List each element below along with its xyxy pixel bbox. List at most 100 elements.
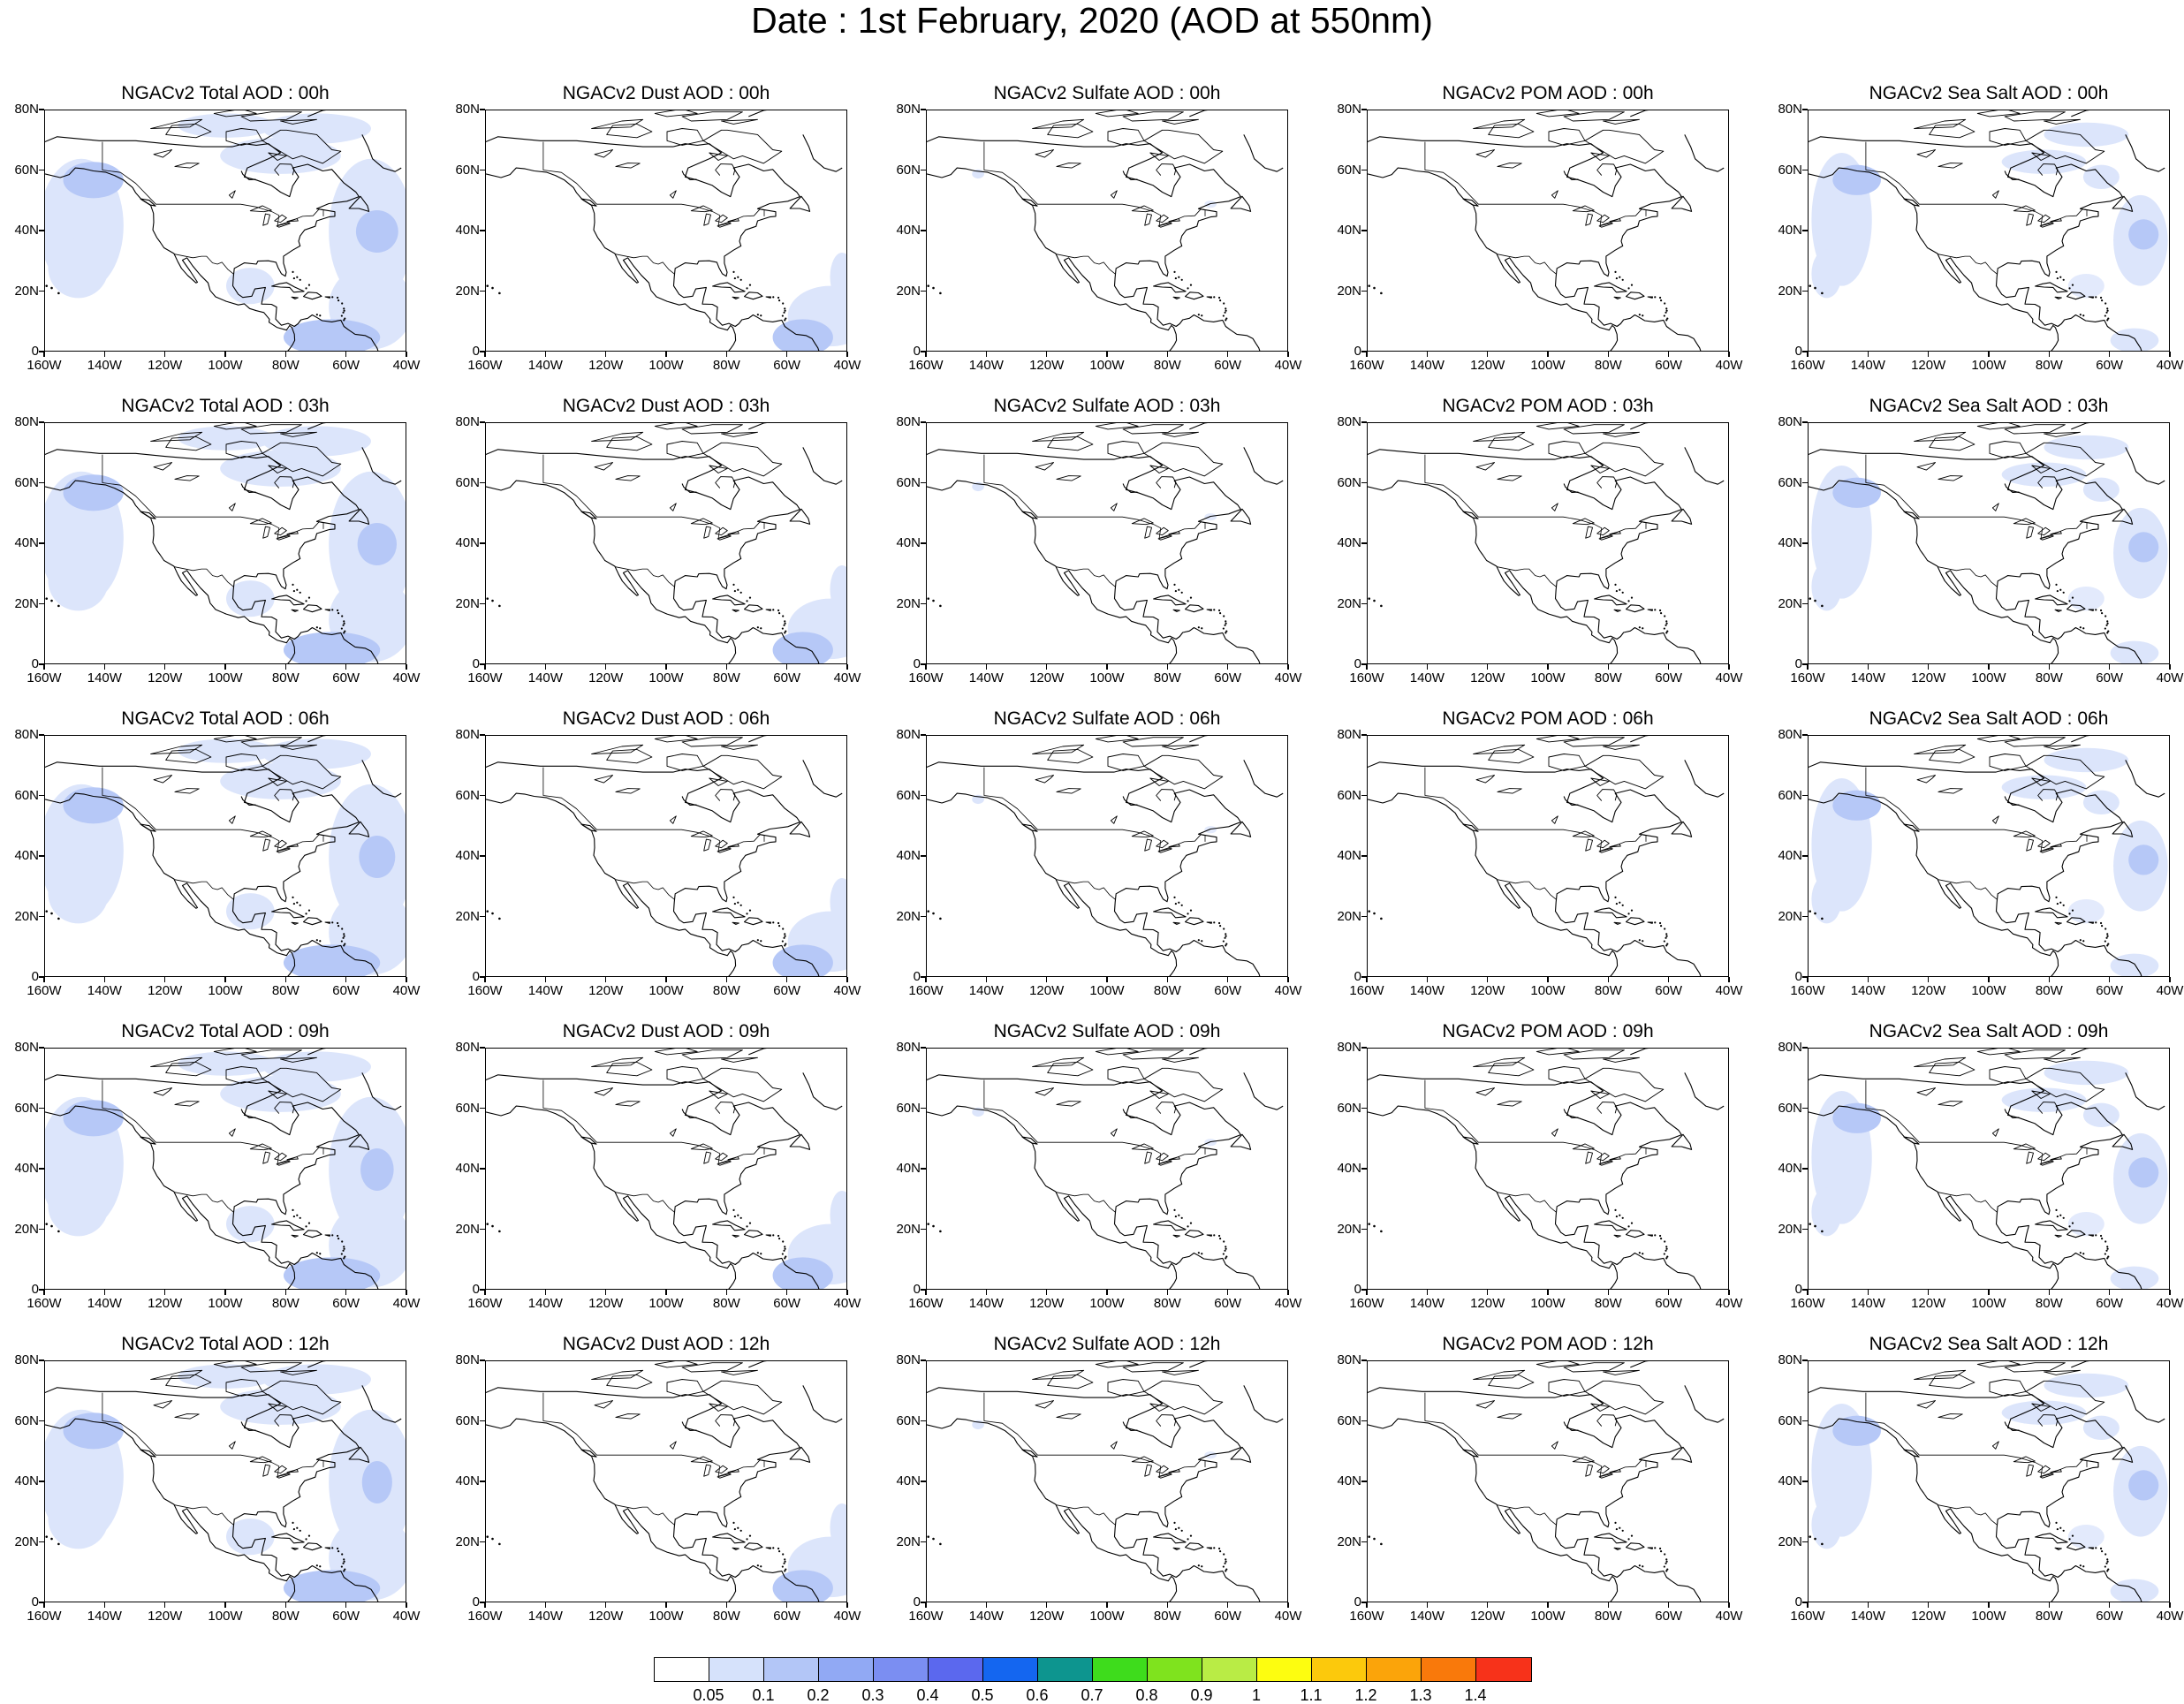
- lat-tick-label: 80N: [1337, 1352, 1361, 1367]
- lon-tick-label: 60W: [773, 983, 801, 998]
- lon-tick-label: 60W: [2096, 358, 2124, 373]
- lon-tick-mark: [224, 1602, 226, 1608]
- lon-tick-label: 40W: [1274, 358, 1302, 373]
- lon-tick-mark: [224, 352, 226, 357]
- map-frame-pom: [1367, 110, 1729, 352]
- lat-tick-label: 40N: [1778, 1473, 1802, 1488]
- map-frame-total: [44, 1360, 406, 1602]
- lon-tick-mark: [1867, 664, 1869, 670]
- lon-tick-mark: [2108, 1290, 2111, 1295]
- aod-map: [1809, 1049, 2168, 1289]
- lon-tick-mark: [725, 1602, 728, 1608]
- lon-tick-label: 160W: [908, 1296, 944, 1311]
- colorbar-swatch: [1038, 1658, 1093, 1681]
- lon-tick-label: 160W: [467, 1609, 503, 1624]
- lon-tick-label: 100W: [1971, 983, 2006, 998]
- lon-tick-mark: [725, 977, 728, 982]
- lon-tick-label: 140W: [968, 1609, 1004, 1624]
- lon-tick-label: 60W: [1655, 983, 1683, 998]
- lat-tick-label: 60N: [1778, 162, 1802, 178]
- aod-map: [486, 1361, 846, 1602]
- map-frame-sulfate: [926, 1360, 1288, 1602]
- lon-tick-label: 160W: [1349, 1296, 1384, 1311]
- lon-tick-label: 100W: [648, 1609, 684, 1624]
- colorbar-label: 0.3: [861, 1686, 884, 1704]
- lon-tick-label: 120W: [1029, 670, 1065, 685]
- lat-tick-label: 0: [913, 344, 921, 359]
- colorbar-label: 1: [1251, 1686, 1261, 1704]
- lon-tick-label: 80W: [271, 983, 300, 998]
- lon-tick-label: 140W: [1409, 1609, 1445, 1624]
- lon-tick-label: 60W: [332, 670, 360, 685]
- lat-tick-mark: [480, 421, 485, 423]
- lon-tick-mark: [1426, 664, 1429, 670]
- lon-tick-mark: [1667, 664, 1670, 670]
- lat-tick-label: 20N: [1337, 283, 1361, 299]
- lat-tick-label: 60N: [14, 1100, 39, 1116]
- lat-tick-mark: [39, 1289, 44, 1291]
- lon-tick-mark: [1728, 977, 1730, 982]
- lat-tick-label: 20N: [896, 283, 921, 299]
- panel-title: NGACv2 POM AOD : 00h: [1442, 83, 1654, 103]
- lon-tick-mark: [1426, 977, 1429, 982]
- lon-tick-mark: [224, 977, 226, 982]
- lon-tick-label: 140W: [1409, 358, 1445, 373]
- lon-tick-label: 60W: [2096, 1609, 2124, 1624]
- lon-tick-label: 40W: [833, 670, 861, 685]
- map-frame-sulfate: [926, 110, 1288, 352]
- lat-tick-mark: [39, 1107, 44, 1109]
- lat-tick-mark: [1361, 1359, 1367, 1361]
- lon-tick-label: 80W: [1153, 1609, 1181, 1624]
- panel-title: NGACv2 Total AOD : 12h: [121, 1334, 330, 1354]
- aod-map: [1368, 1049, 1725, 1289]
- lat-tick-mark: [1361, 734, 1367, 736]
- aod-map: [1368, 110, 1725, 351]
- lon-tick-label: 60W: [332, 1296, 360, 1311]
- lat-tick-mark: [1802, 481, 1808, 484]
- lon-tick-mark: [406, 352, 407, 357]
- lat-tick-mark: [39, 602, 44, 605]
- lon-tick-mark: [224, 664, 226, 670]
- lon-tick-label: 80W: [271, 358, 300, 373]
- lat-tick-mark: [480, 663, 485, 665]
- lon-tick-mark: [985, 352, 988, 357]
- lon-tick-label: 140W: [1850, 983, 1885, 998]
- lat-tick-label: 80N: [455, 102, 480, 117]
- lat-tick-label: 40N: [1337, 1473, 1361, 1488]
- lat-tick-mark: [1361, 1481, 1367, 1482]
- lat-tick-mark: [921, 1228, 926, 1231]
- lon-tick-label: 120W: [148, 1296, 183, 1311]
- lat-tick-mark: [1802, 109, 1808, 110]
- map-frame-sulfate: [926, 735, 1288, 977]
- lat-tick-mark: [39, 1047, 44, 1049]
- lon-tick-label: 140W: [1850, 358, 1885, 373]
- colorbar-swatch: [709, 1658, 764, 1681]
- lon-tick-mark: [1287, 1602, 1289, 1608]
- aod-map: [1809, 423, 2168, 663]
- lon-tick-label: 40W: [833, 1296, 861, 1311]
- panel-title: NGACv2 Sea Salt AOD : 09h: [1869, 1021, 2109, 1041]
- lon-tick-label: 60W: [1214, 983, 1242, 998]
- lon-tick-mark: [345, 1602, 347, 1608]
- lon-tick-label: 60W: [2096, 670, 2124, 685]
- lon-tick-label: 120W: [1470, 1296, 1505, 1311]
- lat-tick-label: 60N: [896, 1412, 921, 1428]
- lat-tick-mark: [1802, 290, 1808, 292]
- lon-tick-label: 100W: [1971, 670, 2006, 685]
- lon-tick-mark: [985, 1602, 988, 1608]
- lat-tick-mark: [480, 542, 485, 544]
- lat-tick-label: 60N: [455, 474, 480, 490]
- lon-tick-mark: [1807, 977, 1809, 982]
- lat-tick-mark: [921, 663, 926, 665]
- lat-tick-mark: [921, 734, 926, 736]
- aod-map: [45, 110, 406, 351]
- aod-map: [1368, 736, 1725, 976]
- lat-tick-label: 20N: [896, 1534, 921, 1549]
- lat-tick-mark: [480, 1228, 485, 1231]
- lat-tick-label: 20N: [1337, 595, 1361, 611]
- lat-tick-label: 60N: [1337, 1100, 1361, 1116]
- lon-tick-label: 40W: [2156, 1296, 2184, 1311]
- colorbar-label: 0.2: [807, 1686, 830, 1704]
- lon-tick-label: 140W: [527, 983, 563, 998]
- lon-tick-mark: [1927, 352, 1930, 357]
